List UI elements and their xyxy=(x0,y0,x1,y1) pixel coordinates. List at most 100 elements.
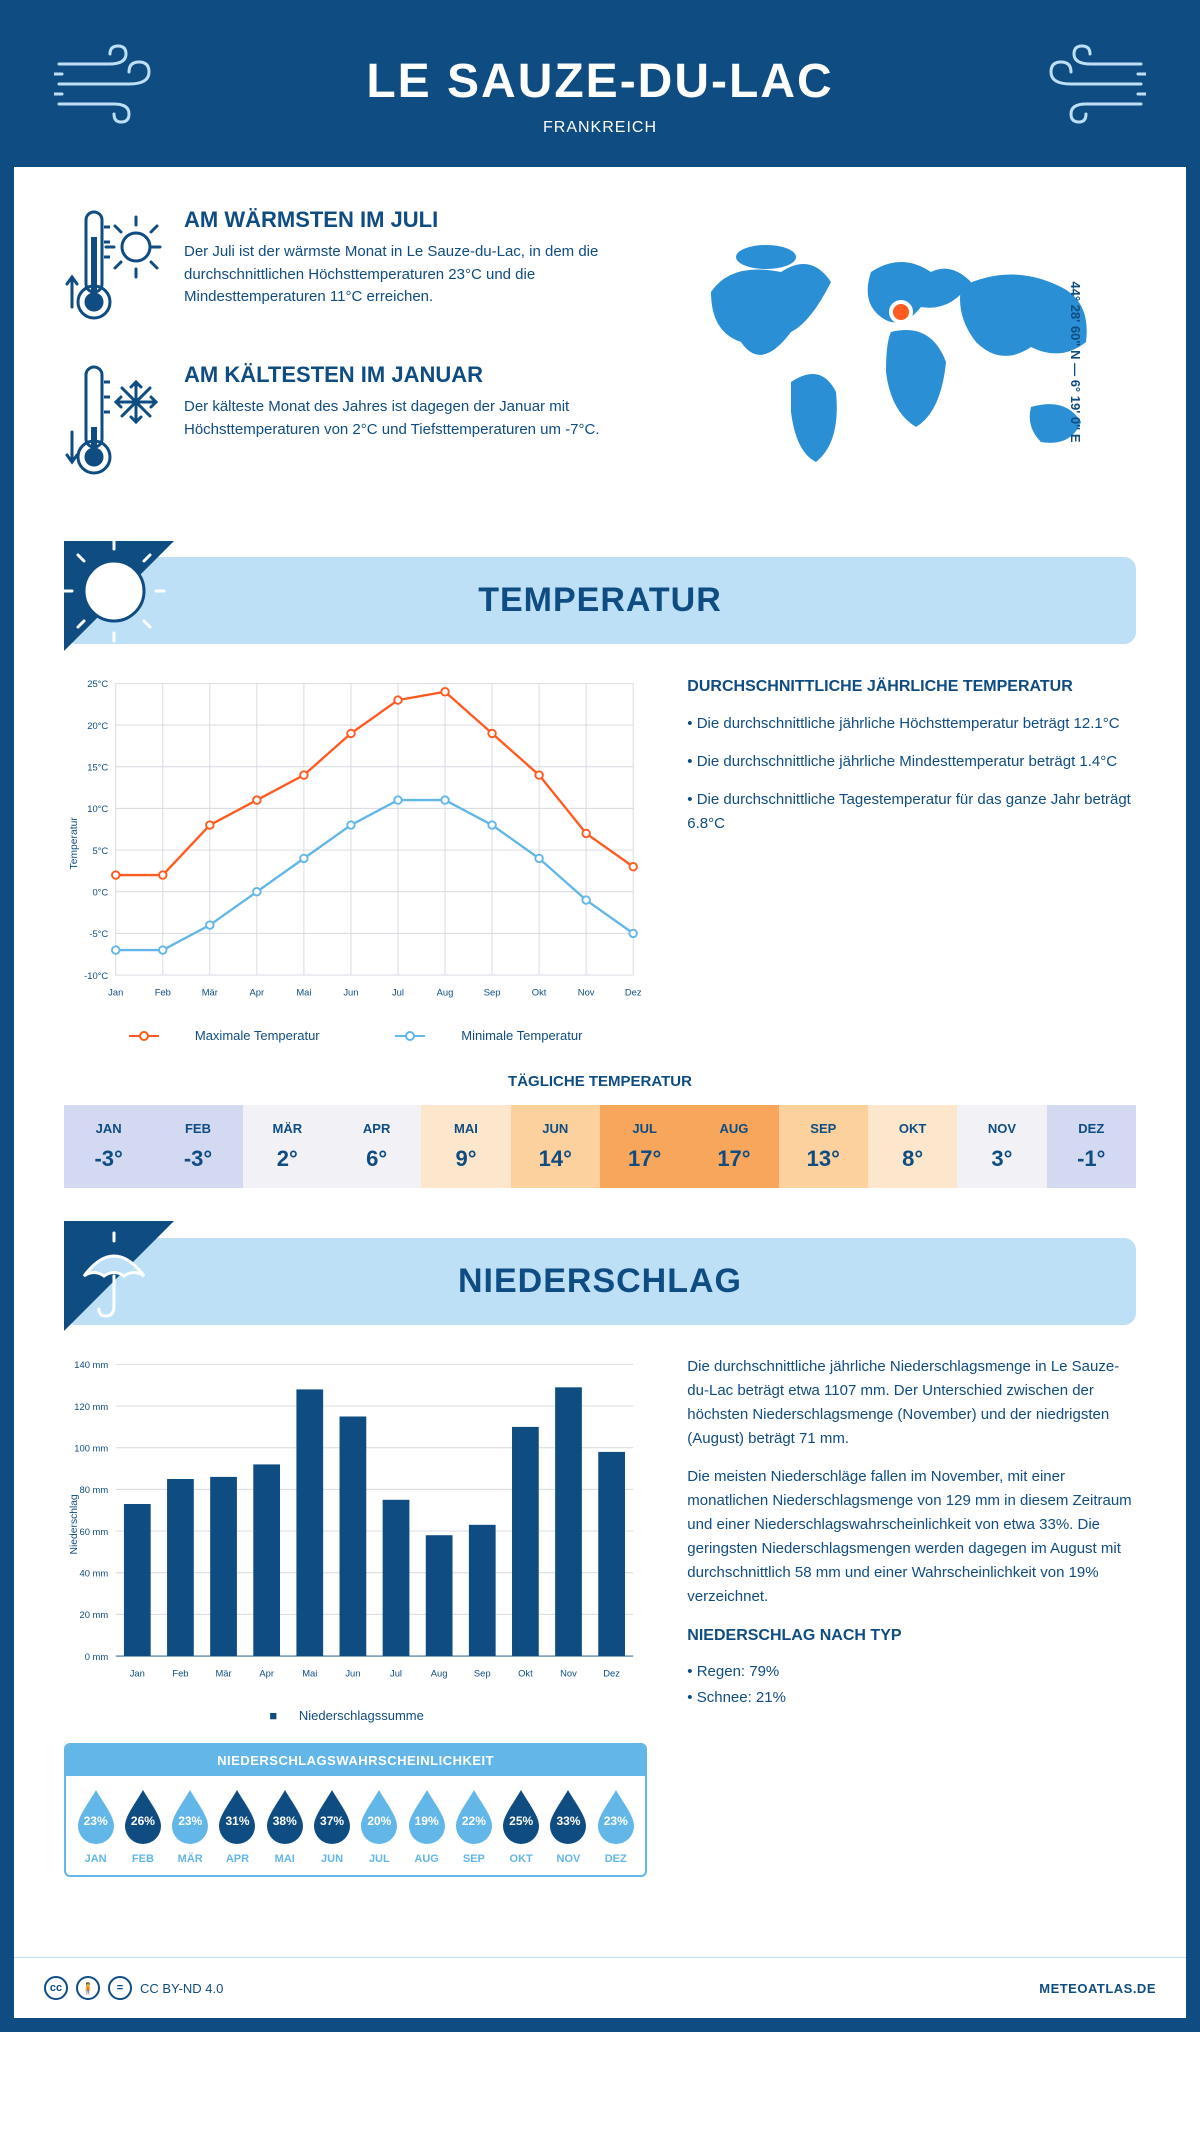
location-marker-icon xyxy=(891,302,911,322)
map-block: 44° 28' 60" N — 6° 19' 0" E xyxy=(667,207,1136,517)
thermometer-hot-icon xyxy=(64,207,164,327)
prob-cell: 31%APR xyxy=(214,1788,261,1865)
precip-banner: NIEDERSCHLAG xyxy=(64,1238,1136,1325)
svg-text:20°C: 20°C xyxy=(87,720,108,731)
precip-legend-label: Niederschlagssumme xyxy=(299,1708,424,1723)
prob-cell: 25%OKT xyxy=(498,1788,545,1865)
warmest-title: AM WÄRMSTEN IM JULI xyxy=(184,207,627,233)
wind-icon-left xyxy=(54,44,164,124)
svg-text:Dez: Dez xyxy=(603,1667,620,1678)
svg-text:140 mm: 140 mm xyxy=(74,1359,108,1370)
svg-text:80 mm: 80 mm xyxy=(80,1484,109,1495)
temperature-chart-row: -10°C-5°C0°C5°C10°C15°C20°C25°CJanFebMär… xyxy=(64,674,1136,1043)
svg-text:15°C: 15°C xyxy=(87,761,108,772)
daily-temp-cell: OKT8° xyxy=(868,1105,957,1188)
daily-temp-cell: JAN-3° xyxy=(64,1105,153,1188)
license-block: cc 🧍 = CC BY-ND 4.0 xyxy=(44,1976,223,2000)
content: AM WÄRMSTEN IM JULI Der Juli ist der wär… xyxy=(14,167,1186,1927)
svg-text:Feb: Feb xyxy=(172,1667,188,1678)
svg-text:Mai: Mai xyxy=(302,1667,317,1678)
svg-text:Sep: Sep xyxy=(484,987,501,998)
coldest-text: Der kälteste Monat des Jahres ist dagege… xyxy=(184,396,627,441)
svg-text:0°C: 0°C xyxy=(92,886,108,897)
svg-text:Temperatur: Temperatur xyxy=(69,817,80,870)
daily-temp-title: TÄGLICHE TEMPERATUR xyxy=(64,1073,1136,1090)
precip-heading: NIEDERSCHLAG xyxy=(88,1262,1112,1301)
svg-text:25°C: 25°C xyxy=(87,678,108,689)
svg-text:Nov: Nov xyxy=(560,1667,577,1678)
temperature-text: DURCHSCHNITTLICHE JÄHRLICHE TEMPERATUR •… xyxy=(687,674,1136,1043)
precip-prob-row: 23%JAN26%FEB23%MÄR31%APR38%MAI37%JUN20%J… xyxy=(66,1776,645,1875)
prob-cell: 20%JUL xyxy=(356,1788,403,1865)
precip-bar-chart: 0 mm20 mm40 mm60 mm80 mm100 mm120 mm140 … xyxy=(64,1355,647,1694)
svg-text:Jul: Jul xyxy=(390,1667,402,1678)
umbrella-icon xyxy=(64,1221,184,1341)
license-label: CC BY-ND 4.0 xyxy=(140,1981,223,1996)
warmest-text: Der Juli ist der wärmste Monat in Le Sau… xyxy=(184,241,627,309)
header: LE SAUZE-DU-LAC FRANKREICH xyxy=(14,14,1186,167)
daily-temp-cell: FEB-3° xyxy=(153,1105,242,1188)
svg-text:Okt: Okt xyxy=(518,1667,533,1678)
daily-temp-cell: JUN14° xyxy=(511,1105,600,1188)
svg-text:Feb: Feb xyxy=(155,987,171,998)
sun-icon xyxy=(64,541,184,661)
svg-text:Jan: Jan xyxy=(130,1667,145,1678)
nd-icon: = xyxy=(108,1976,132,2000)
coldest-title: AM KÄLTESTEN IM JANUAR xyxy=(184,362,627,388)
svg-text:40 mm: 40 mm xyxy=(80,1567,109,1578)
svg-text:Dez: Dez xyxy=(625,987,642,998)
intro-section: AM WÄRMSTEN IM JULI Der Juli ist der wär… xyxy=(64,207,1136,517)
svg-text:Mär: Mär xyxy=(215,1667,231,1678)
temp-bullet-1: • Die durchschnittliche jährliche Mindes… xyxy=(687,750,1136,774)
svg-text:100 mm: 100 mm xyxy=(74,1442,108,1453)
svg-text:Niederschlag: Niederschlag xyxy=(69,1494,80,1555)
daily-temp-table: JAN-3°FEB-3°MÄR2°APR6°MAI9°JUN14°JUL17°A… xyxy=(64,1105,1136,1188)
daily-temp-cell: JUL17° xyxy=(600,1105,689,1188)
coldest-block: AM KÄLTESTEN IM JANUAR Der kälteste Mona… xyxy=(64,362,627,487)
svg-text:Sep: Sep xyxy=(474,1667,491,1678)
temp-text-heading: DURCHSCHNITTLICHE JÄHRLICHE TEMPERATUR xyxy=(687,674,1136,700)
daily-temp-cell: MAI9° xyxy=(421,1105,510,1188)
svg-text:Mai: Mai xyxy=(296,987,311,998)
page-container: LE SAUZE-DU-LAC FRANKREICH xyxy=(0,0,1200,2032)
prob-cell: 23%JAN xyxy=(72,1788,119,1865)
precip-p2: Die meisten Niederschläge fallen im Nove… xyxy=(687,1465,1136,1609)
precip-type-snow: • Schnee: 21% xyxy=(687,1686,1136,1710)
precip-prob-block: NIEDERSCHLAGSWAHRSCHEINLICHKEIT 23%JAN26… xyxy=(64,1743,647,1877)
world-map-icon xyxy=(691,232,1111,492)
precip-text: Die durchschnittliche jährliche Niedersc… xyxy=(687,1355,1136,1878)
wind-icon-right xyxy=(1036,44,1146,124)
svg-text:Aug: Aug xyxy=(431,1667,448,1678)
precip-prob-title: NIEDERSCHLAGSWAHRSCHEINLICHKEIT xyxy=(66,1745,645,1776)
cc-icon: cc xyxy=(44,1976,68,2000)
svg-text:120 mm: 120 mm xyxy=(74,1401,108,1412)
legend-min: Minimale Temperatur xyxy=(461,1028,582,1043)
daily-temp-cell: DEZ-1° xyxy=(1047,1105,1136,1188)
svg-text:Jul: Jul xyxy=(392,987,404,998)
prob-cell: 23%MÄR xyxy=(167,1788,214,1865)
svg-text:Jan: Jan xyxy=(108,987,123,998)
coordinates-label: 44° 28' 60" N — 6° 19' 0" E xyxy=(1068,281,1083,442)
svg-text:Okt: Okt xyxy=(532,987,547,998)
svg-text:5°C: 5°C xyxy=(92,845,108,856)
legend-max: Maximale Temperatur xyxy=(195,1028,320,1043)
precip-type-rain: • Regen: 79% xyxy=(687,1660,1136,1684)
prob-cell: 37%JUN xyxy=(308,1788,355,1865)
svg-text:Nov: Nov xyxy=(578,987,595,998)
svg-text:Mär: Mär xyxy=(202,987,218,998)
svg-text:20 mm: 20 mm xyxy=(80,1609,109,1620)
page-title: LE SAUZE-DU-LAC xyxy=(34,54,1166,109)
svg-text:-10°C: -10°C xyxy=(84,970,108,981)
svg-text:Apr: Apr xyxy=(250,987,265,998)
prob-cell: 38%MAI xyxy=(261,1788,308,1865)
svg-text:Jun: Jun xyxy=(343,987,358,998)
by-icon: 🧍 xyxy=(76,1976,100,2000)
warmest-block: AM WÄRMSTEN IM JULI Der Juli ist der wär… xyxy=(64,207,627,332)
daily-temp-cell: MÄR2° xyxy=(243,1105,332,1188)
svg-text:Apr: Apr xyxy=(259,1667,274,1678)
svg-text:Jun: Jun xyxy=(345,1667,360,1678)
prob-cell: 33%NOV xyxy=(545,1788,592,1865)
svg-text:Aug: Aug xyxy=(437,987,454,998)
daily-temp-cell: SEP13° xyxy=(779,1105,868,1188)
page-subtitle: FRANKREICH xyxy=(34,119,1166,137)
